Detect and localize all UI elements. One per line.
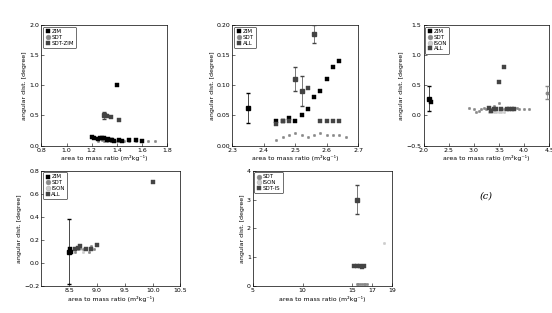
- Y-axis label: angular dist. [degree]: angular dist. [degree]: [399, 51, 405, 120]
- X-axis label: area to mass ratio (m²kg⁻¹): area to mass ratio (m²kg⁻¹): [68, 295, 154, 301]
- Y-axis label: angular dist. [degree]: angular dist. [degree]: [210, 51, 215, 120]
- Legend: ZIM, SDT, SDT-ZIM: ZIM, SDT, SDT-ZIM: [43, 27, 76, 48]
- Y-axis label: angular dist. [degree]: angular dist. [degree]: [23, 51, 28, 120]
- Legend: SDT, ISON, SDT-IS: SDT, ISON, SDT-IS: [254, 172, 283, 193]
- Legend: ZIM, SDT, ALL: ZIM, SDT, ALL: [234, 27, 256, 48]
- X-axis label: area to mass ratio (m²kg⁻¹): area to mass ratio (m²kg⁻¹): [252, 155, 338, 161]
- Legend: ZIM, SDT, ISON, ALL: ZIM, SDT, ISON, ALL: [43, 172, 67, 199]
- Text: (a): (a): [98, 191, 111, 200]
- Y-axis label: angular dist. [degree]: angular dist. [degree]: [240, 194, 245, 263]
- Text: (c): (c): [480, 191, 493, 200]
- X-axis label: area to mass ratio (m²kg⁻¹): area to mass ratio (m²kg⁻¹): [279, 295, 365, 301]
- Text: (b): (b): [289, 191, 302, 200]
- Y-axis label: angular dist. [degree]: angular dist. [degree]: [17, 194, 22, 263]
- Legend: ZIM, SDT, ISON, ALL: ZIM, SDT, ISON, ALL: [425, 27, 449, 54]
- X-axis label: area to mass ratio (m²kg⁻¹): area to mass ratio (m²kg⁻¹): [443, 155, 529, 161]
- X-axis label: area to mass ratio (m²kg⁻¹): area to mass ratio (m²kg⁻¹): [61, 155, 147, 161]
